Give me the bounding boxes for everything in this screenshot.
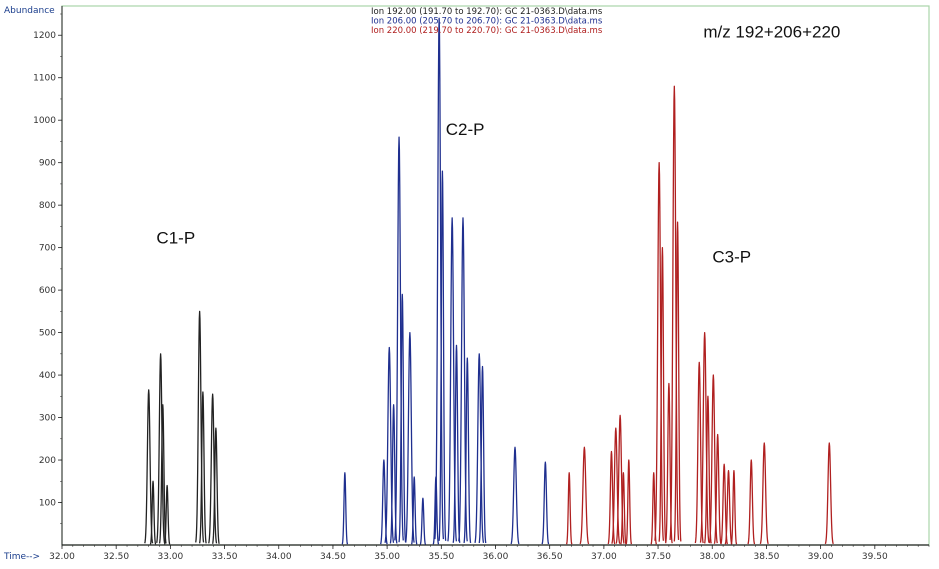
y-tick-label: 700 (39, 244, 56, 254)
y-axis-label: Abundance (4, 6, 55, 16)
peak (759, 442, 769, 545)
peak (394, 136, 404, 541)
annotation-label: C1-P (156, 228, 195, 247)
peak (510, 446, 520, 545)
peak (195, 310, 205, 543)
y-tick-label: 200 (39, 456, 56, 466)
peak (398, 293, 407, 543)
x-tick-label: 36.50 (537, 552, 563, 562)
annotation-label: m/z 192+206+220 (703, 22, 840, 41)
series-layer (144, 17, 834, 545)
peak (198, 391, 207, 544)
y-tick-label: 400 (39, 371, 56, 381)
series-220-trace (565, 85, 834, 545)
peak (673, 221, 682, 542)
peak (724, 470, 733, 545)
peak (541, 461, 550, 545)
peak (713, 433, 722, 544)
peak (208, 393, 218, 544)
peak (410, 476, 418, 545)
x-tick-label: 38.50 (754, 552, 780, 562)
y-tick-label: 300 (39, 414, 56, 424)
y-tick-label: 1100 (33, 74, 56, 84)
peak (730, 470, 738, 545)
annotation-label: C3-P (712, 248, 751, 267)
peak (658, 246, 667, 542)
y-tick-label: 1200 (33, 31, 56, 41)
peak (669, 85, 680, 540)
x-tick-label: 37.50 (645, 552, 671, 562)
legend-entry: Ion 206.00 (205.70 to 206.70): GC 21-036… (371, 17, 603, 27)
peak (341, 472, 349, 545)
peak (452, 344, 461, 543)
peak (434, 17, 445, 540)
axes: 32.00 32.50 33.00 33.50 34.00 34.50 35.00 35.50… (33, 5, 930, 562)
peak (625, 459, 633, 545)
x-tick-label: 32.00 (49, 552, 75, 562)
peak (149, 480, 157, 545)
x-tick-label: 39.00 (808, 552, 834, 562)
y-tick-label: 800 (39, 201, 56, 211)
peak (163, 484, 171, 545)
peak (699, 331, 710, 543)
y-tick-label: 500 (39, 329, 56, 339)
x-tick-label: 34.00 (266, 552, 292, 562)
peak (615, 414, 625, 544)
peak (419, 497, 427, 545)
y-tick-label: 100 (39, 499, 56, 509)
x-axis-label: Time--> (3, 552, 40, 562)
series-192-trace (144, 310, 220, 545)
y-tick-label: 1000 (33, 116, 56, 126)
peak (212, 427, 220, 544)
y-tick-label: 600 (39, 286, 56, 296)
peak (565, 472, 573, 545)
x-tick-label: 36.00 (483, 552, 509, 562)
peak (156, 353, 166, 543)
x-tick-label: 35.50 (428, 552, 454, 562)
x-tick-label: 35.00 (374, 552, 400, 562)
annotation-label: C2-P (446, 120, 485, 139)
x-tick-label: 33.50 (212, 552, 238, 562)
peak (654, 162, 665, 541)
y-tick-label: 900 (39, 159, 56, 169)
peak (478, 365, 487, 544)
peak (463, 357, 472, 543)
legend: Ion 192.00 (191.70 to 192.70): GC 21-036… (371, 7, 603, 36)
peak (747, 459, 756, 545)
peak (474, 353, 485, 543)
annotations: m/z 192+206+220 C1-P C2-P C3-P (156, 22, 840, 266)
peak (579, 446, 590, 545)
peak (824, 442, 834, 545)
peak (620, 472, 627, 545)
legend-entry: Ion 220.00 (219.70 to 220.70): GC 21-036… (371, 26, 603, 36)
series-206-trace (341, 17, 550, 545)
peak (438, 170, 447, 541)
x-tick-label: 32.50 (103, 552, 129, 562)
x-tick-label: 38.00 (699, 552, 725, 562)
peak (611, 427, 621, 544)
x-tick-label: 37.00 (591, 552, 617, 562)
peak (158, 404, 167, 544)
x-tick-label: 39.50 (862, 552, 888, 562)
x-tick-label: 33.00 (157, 552, 183, 562)
legend-entry: Ion 192.00 (191.70 to 192.70): GC 21-036… (371, 7, 603, 17)
x-tick-label: 34.50 (320, 552, 346, 562)
